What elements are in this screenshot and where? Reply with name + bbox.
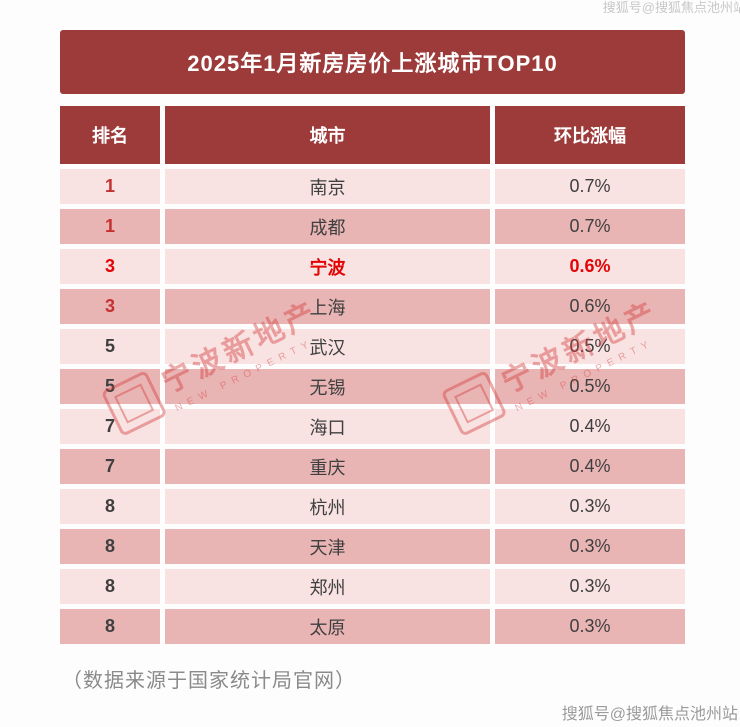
rank-cell: 7 bbox=[60, 449, 160, 484]
change-cell: 0.7% bbox=[495, 169, 685, 204]
city-cell: 太原 bbox=[165, 609, 490, 644]
change-cell: 0.4% bbox=[495, 409, 685, 444]
table-row: 3 上海 0.6% bbox=[60, 289, 685, 324]
table-title: 2025年1月新房房价上涨城市TOP10 bbox=[60, 30, 685, 94]
change-cell: 0.3% bbox=[495, 609, 685, 644]
city-cell: 上海 bbox=[165, 289, 490, 324]
city-cell: 重庆 bbox=[165, 449, 490, 484]
city-cell: 成都 bbox=[165, 209, 490, 244]
table-row: 8 杭州 0.3% bbox=[60, 489, 685, 524]
table-row: 3 宁波 0.6% bbox=[60, 249, 685, 284]
table-row: 8 太原 0.3% bbox=[60, 609, 685, 644]
change-cell: 0.3% bbox=[495, 489, 685, 524]
watermark-credit-bottom: 搜狐号@搜狐焦点池州站 bbox=[561, 706, 738, 723]
table-row: 8 郑州 0.3% bbox=[60, 569, 685, 604]
source-note: （数据来源于国家统计局官网） bbox=[62, 670, 356, 692]
city-cell: 海口 bbox=[165, 409, 490, 444]
change-cell: 0.7% bbox=[495, 209, 685, 244]
change-cell: 0.5% bbox=[495, 329, 685, 364]
table-row: 5 无锡 0.5% bbox=[60, 369, 685, 404]
city-cell: 南京 bbox=[165, 169, 490, 204]
header-city: 城市 bbox=[165, 106, 490, 164]
table-row: 7 重庆 0.4% bbox=[60, 449, 685, 484]
city-cell: 无锡 bbox=[165, 369, 490, 404]
table-row: 7 海口 0.4% bbox=[60, 409, 685, 444]
city-cell: 天津 bbox=[165, 529, 490, 564]
rank-cell: 7 bbox=[60, 409, 160, 444]
change-cell: 0.3% bbox=[495, 569, 685, 604]
rank-cell: 1 bbox=[60, 169, 160, 204]
rank-cell: 8 bbox=[60, 489, 160, 524]
rank-cell: 3 bbox=[60, 249, 160, 284]
table-row: 5 武汉 0.5% bbox=[60, 329, 685, 364]
table-header-row: 排名 城市 环比涨幅 bbox=[60, 106, 685, 164]
header-rank: 排名 bbox=[60, 106, 160, 164]
city-cell: 宁波 bbox=[165, 249, 490, 284]
rank-cell: 5 bbox=[60, 369, 160, 404]
rank-cell: 3 bbox=[60, 289, 160, 324]
rank-cell: 8 bbox=[60, 569, 160, 604]
city-cell: 武汉 bbox=[165, 329, 490, 364]
change-cell: 0.6% bbox=[495, 289, 685, 324]
table-row: 1 成都 0.7% bbox=[60, 209, 685, 244]
city-cell: 杭州 bbox=[165, 489, 490, 524]
table-row: 8 天津 0.3% bbox=[60, 529, 685, 564]
change-cell: 0.3% bbox=[495, 529, 685, 564]
header-change: 环比涨幅 bbox=[495, 106, 685, 164]
rank-cell: 8 bbox=[60, 609, 160, 644]
city-cell: 郑州 bbox=[165, 569, 490, 604]
rank-cell: 8 bbox=[60, 529, 160, 564]
watermark-credit-top: 搜狐号@搜狐焦点池州站 bbox=[602, 0, 740, 15]
change-cell: 0.6% bbox=[495, 249, 685, 284]
price-rise-table: 2025年1月新房房价上涨城市TOP10 排名 城市 环比涨幅 1 南京 0.7… bbox=[60, 30, 685, 644]
change-cell: 0.4% bbox=[495, 449, 685, 484]
rank-cell: 1 bbox=[60, 209, 160, 244]
change-cell: 0.5% bbox=[495, 369, 685, 404]
rank-cell: 5 bbox=[60, 329, 160, 364]
table-row: 1 南京 0.7% bbox=[60, 169, 685, 204]
table-body: 1 南京 0.7% 1 成都 0.7% 3 宁波 0.6% 3 上海 0.6% … bbox=[60, 169, 685, 644]
